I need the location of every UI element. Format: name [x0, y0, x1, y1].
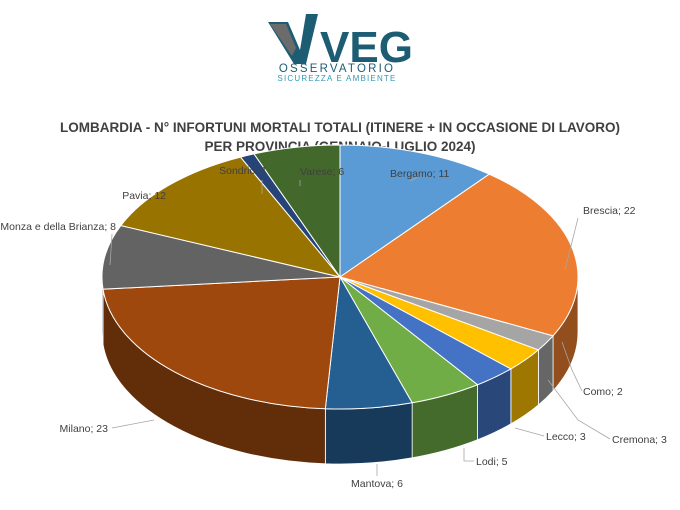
- leader-line-cremona: [547, 379, 611, 440]
- pie-leader-lines: [109, 175, 611, 476]
- pie-slice-bergamo: [339, 144, 491, 278]
- pie-tops: [101, 144, 579, 410]
- pie-sides: [101, 276, 579, 465]
- data-label-varese: Varese; 6: [300, 166, 344, 178]
- leader-line-milano: [111, 419, 155, 429]
- leader-line-bergamo: [409, 175, 421, 182]
- pie-slice-varese: [253, 144, 341, 279]
- data-label-lecco: Lecco; 3: [546, 431, 586, 443]
- data-label-lodi: Lodi; 5: [476, 456, 508, 468]
- data-label-milano: Milano; 23: [60, 423, 109, 435]
- data-label-pavia: Pavia; 12: [122, 190, 166, 202]
- chart-title-line1: LOMBARDIA - N° INFORTUNI MORTALI TOTALI …: [60, 120, 620, 135]
- pie-slice-brescia: [338, 173, 579, 337]
- logo-v-accent: [270, 24, 296, 56]
- leader-line-como: [561, 341, 583, 392]
- data-label-monza-e-della-brianza: Monza e della Brianza; 8: [0, 221, 116, 233]
- data-label-cremona: Cremona; 3: [612, 434, 667, 446]
- logo-subtitle: OSSERVATORIO: [278, 63, 396, 75]
- leader-line-lodi: [463, 448, 474, 462]
- data-label-brescia: Brescia; 22: [583, 205, 636, 217]
- pie-slice-milano: [102, 276, 341, 410]
- data-label-mantova: Mantova; 6: [351, 478, 403, 490]
- pie-slice-monza-e-della-brianza: [101, 224, 341, 290]
- pie-slice-pavia: [119, 156, 342, 278]
- leader-line-monza-e-della-brianza: [109, 233, 113, 266]
- data-label-sondrio: Sondrio; 1: [219, 165, 267, 177]
- pie-side-mantova: [324, 402, 413, 465]
- pie-labels: Bergamo; 11 Brescia; 22 Como; 2 Cremona; 3 L…: [0, 165, 667, 490]
- leader-line-brescia: [564, 217, 579, 271]
- data-label-bergamo: Bergamo; 11: [390, 168, 449, 180]
- data-label-como: Como; 2: [583, 386, 623, 398]
- logo-tagline: SICUREZZA E AMBIENTE: [277, 74, 397, 83]
- leader-line-lecco: [514, 427, 545, 437]
